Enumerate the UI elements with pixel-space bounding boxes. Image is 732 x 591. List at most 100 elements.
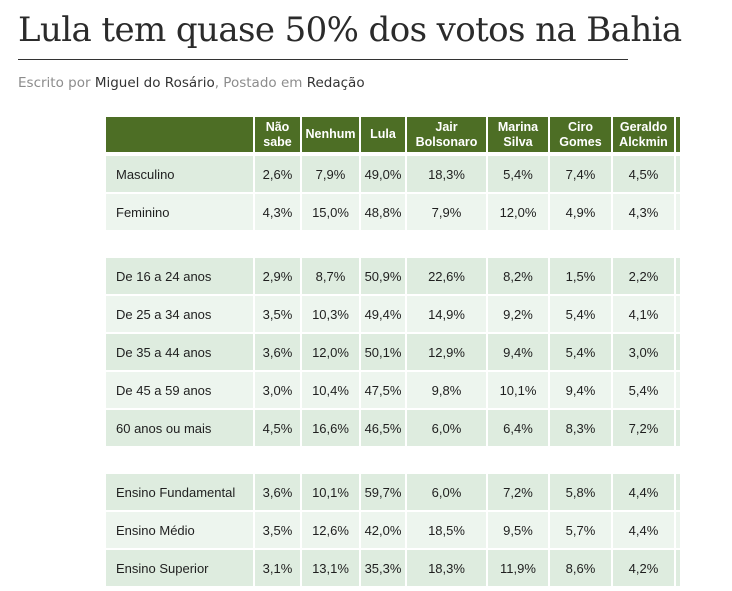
value-cell: 4,4% xyxy=(613,474,676,512)
value-cell: 4,9% xyxy=(550,194,613,232)
value-cell: 3,6% xyxy=(255,474,302,512)
value-cell: 22,6% xyxy=(407,258,488,296)
cutoff-cell xyxy=(676,474,682,512)
value-cell: 4,1% xyxy=(613,296,676,334)
article-title: Lula tem quase 50% dos votos na Bahia xyxy=(18,10,682,50)
spacer-cell xyxy=(106,448,682,474)
row-label: 60 anos ou mais xyxy=(106,410,255,448)
value-cell: 9,5% xyxy=(488,512,550,550)
table-row: De 16 a 24 anos 2,9% 8,7% 50,9% 22,6% 8,2% 1,5… xyxy=(106,258,682,296)
header-cell-lula: Lula xyxy=(361,117,407,156)
author-link[interactable]: Miguel do Rosário xyxy=(94,75,215,91)
table-row: Ensino Médio 3,5% 12,6% 42,0% 18,5% 9,5% 5,7% 4… xyxy=(106,512,682,550)
value-cell: 9,4% xyxy=(550,372,613,410)
row-label: Ensino Superior xyxy=(106,550,255,588)
group-spacer xyxy=(106,448,682,474)
value-cell: 3,0% xyxy=(613,334,676,372)
value-cell: 4,2% xyxy=(613,550,676,588)
value-cell: 3,5% xyxy=(255,512,302,550)
value-cell: 2,6% xyxy=(255,156,302,194)
value-cell: 5,4% xyxy=(488,156,550,194)
value-cell: 4,3% xyxy=(255,194,302,232)
value-cell: 5,4% xyxy=(550,296,613,334)
title-underline xyxy=(18,59,628,60)
table-row: De 45 a 59 anos 3,0% 10,4% 47,5% 9,8% 10,1% 9,… xyxy=(106,372,682,410)
value-cell: 10,1% xyxy=(302,474,361,512)
value-cell: 7,2% xyxy=(488,474,550,512)
row-label: De 45 a 59 anos xyxy=(106,372,255,410)
value-cell: 5,4% xyxy=(550,334,613,372)
value-cell: 3,0% xyxy=(255,372,302,410)
table-row: Masculino 2,6% 7,9% 49,0% 18,3% 5,4% 7,4% 4,5% xyxy=(106,156,682,194)
header-cell-nao-sabe: Não sabe xyxy=(255,117,302,156)
row-label: De 35 a 44 anos xyxy=(106,334,255,372)
value-cell: 35,3% xyxy=(361,550,407,588)
value-cell: 4,5% xyxy=(255,410,302,448)
byline: Escrito por Miguel do Rosário, Postado e… xyxy=(18,75,365,91)
value-cell: 49,0% xyxy=(361,156,407,194)
header-cell-bolsonaro: Jair Bolsonaro xyxy=(407,117,488,156)
table-row: De 35 a 44 anos 3,6% 12,0% 50,1% 12,9% 9,4% 5,… xyxy=(106,334,682,372)
spacer-cell xyxy=(106,232,682,258)
value-cell: 7,9% xyxy=(302,156,361,194)
poll-table: Não sabe Nenhum Lula Jair Bolsonaro Mari… xyxy=(106,117,682,588)
value-cell: 5,8% xyxy=(550,474,613,512)
value-cell: 9,8% xyxy=(407,372,488,410)
group-spacer xyxy=(106,232,682,258)
value-cell: 16,6% xyxy=(302,410,361,448)
header-cell-cutoff xyxy=(676,117,682,156)
cutoff-cell xyxy=(676,156,682,194)
row-label: Feminino xyxy=(106,194,255,232)
header-cell-marina: Marina Silva xyxy=(488,117,550,156)
value-cell: 8,7% xyxy=(302,258,361,296)
value-cell: 1,5% xyxy=(550,258,613,296)
value-cell: 15,0% xyxy=(302,194,361,232)
value-cell: 7,9% xyxy=(407,194,488,232)
value-cell: 6,0% xyxy=(407,410,488,448)
value-cell: 2,2% xyxy=(613,258,676,296)
value-cell: 12,9% xyxy=(407,334,488,372)
row-label: Ensino Médio xyxy=(106,512,255,550)
value-cell: 10,3% xyxy=(302,296,361,334)
table-row: 60 anos ou mais 4,5% 16,6% 46,5% 6,0% 6,4% 8,3… xyxy=(106,410,682,448)
cutoff-cell xyxy=(676,512,682,550)
header-cell-blank xyxy=(106,117,255,156)
value-cell: 10,4% xyxy=(302,372,361,410)
value-cell: 3,6% xyxy=(255,334,302,372)
byline-posted-prefix: , Postado em xyxy=(214,75,303,91)
value-cell: 48,8% xyxy=(361,194,407,232)
value-cell: 59,7% xyxy=(361,474,407,512)
table-row: Ensino Superior 3,1% 13,1% 35,3% 18,3% 11,9% 8… xyxy=(106,550,682,588)
value-cell: 18,3% xyxy=(407,550,488,588)
value-cell: 9,2% xyxy=(488,296,550,334)
value-cell: 12,6% xyxy=(302,512,361,550)
value-cell: 7,4% xyxy=(550,156,613,194)
row-label: De 25 a 34 anos xyxy=(106,296,255,334)
value-cell: 6,4% xyxy=(488,410,550,448)
value-cell: 14,9% xyxy=(407,296,488,334)
value-cell: 4,4% xyxy=(613,512,676,550)
row-label: Masculino xyxy=(106,156,255,194)
value-cell: 50,1% xyxy=(361,334,407,372)
value-cell: 18,3% xyxy=(407,156,488,194)
value-cell: 13,1% xyxy=(302,550,361,588)
value-cell: 2,9% xyxy=(255,258,302,296)
value-cell: 8,3% xyxy=(550,410,613,448)
value-cell: 50,9% xyxy=(361,258,407,296)
value-cell: 9,4% xyxy=(488,334,550,372)
cutoff-cell xyxy=(676,410,682,448)
value-cell: 3,1% xyxy=(255,550,302,588)
value-cell: 18,5% xyxy=(407,512,488,550)
category-link[interactable]: Redação xyxy=(306,75,365,91)
table-row: Feminino 4,3% 15,0% 48,8% 7,9% 12,0% 4,9% 4,3% xyxy=(106,194,682,232)
value-cell: 8,2% xyxy=(488,258,550,296)
value-cell: 47,5% xyxy=(361,372,407,410)
value-cell: 4,5% xyxy=(613,156,676,194)
cutoff-cell xyxy=(676,296,682,334)
poll-table-container: Não sabe Nenhum Lula Jair Bolsonaro Mari… xyxy=(106,117,683,588)
header-cell-alckmin: Geraldo Alckmin xyxy=(613,117,676,156)
table-body: Masculino 2,6% 7,9% 49,0% 18,3% 5,4% 7,4% 4,5% F… xyxy=(106,156,682,588)
value-cell: 4,3% xyxy=(613,194,676,232)
value-cell: 5,4% xyxy=(613,372,676,410)
row-label: De 16 a 24 anos xyxy=(106,258,255,296)
